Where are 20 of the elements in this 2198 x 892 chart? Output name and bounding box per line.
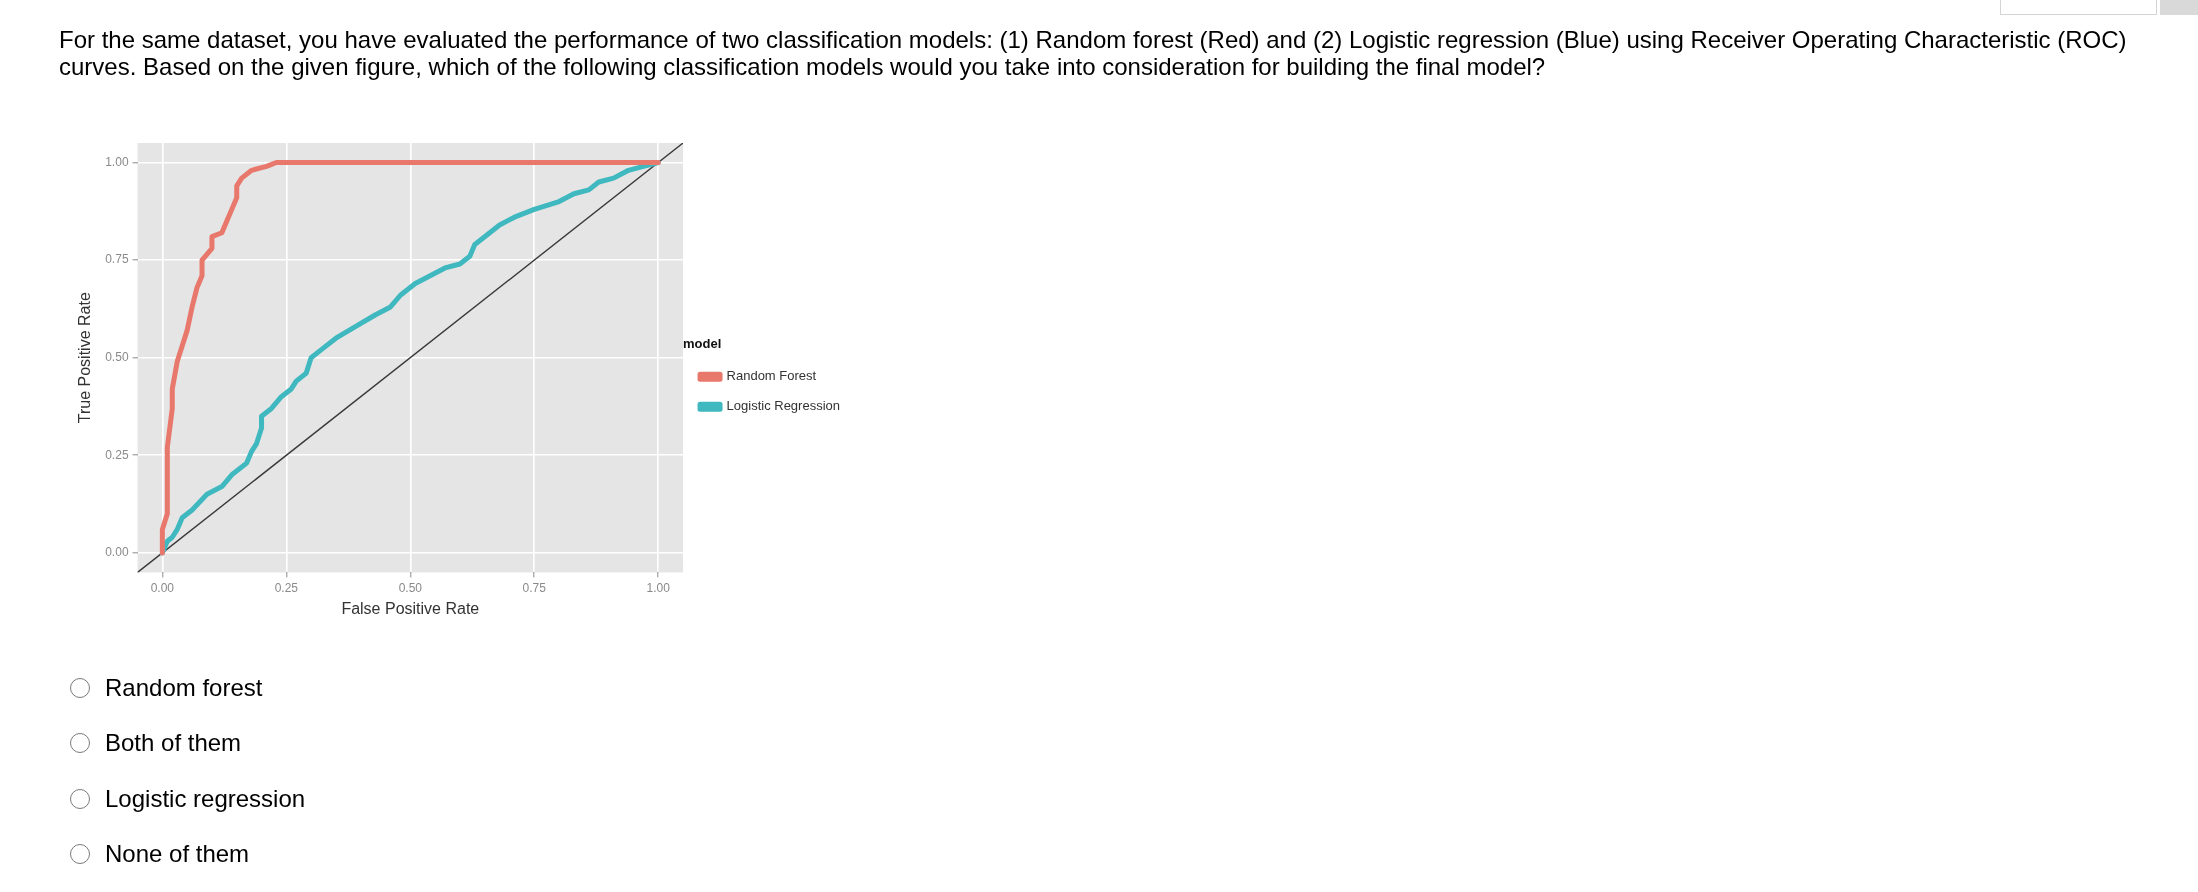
text: Random forest <box>105 673 263 702</box>
x-tick-label: 0.25 <box>274 580 299 595</box>
legend-label: Logistic Regression <box>726 398 841 414</box>
y-tick-label: 1.00 <box>105 154 129 169</box>
x-tick-label: 0.00 <box>150 580 175 595</box>
legend-title: model <box>683 335 722 351</box>
x-tick-label: 1.00 <box>646 580 671 595</box>
y-tick-label: 0.25 <box>105 447 129 462</box>
x-tick-label: 0.50 <box>398 580 423 595</box>
x-axis-title: False Positive Rate <box>341 599 480 617</box>
text: Both of them <box>105 729 242 758</box>
legend-label: Random Forest <box>726 368 817 384</box>
y-tick-label: 0.50 <box>105 350 129 365</box>
x-tick-label: 0.75 <box>522 580 547 595</box>
text: Logistic regression <box>105 784 306 813</box>
text: None of them <box>105 840 250 869</box>
text: For the same dataset, you have evaluated the performance of two classification models: (1) Random forest (Red) and (2) Logistic regression (Blue) using Receiver Operating Characteristic (ROC) curves. Based on the given figure, which of the following classification models would you take into consideration for building the final model? <box>59 26 2128 80</box>
y-axis-title: True Positive Rate <box>76 292 94 424</box>
y-tick-label: 0.75 <box>105 252 129 267</box>
y-tick-label: 0.00 <box>105 545 129 560</box>
